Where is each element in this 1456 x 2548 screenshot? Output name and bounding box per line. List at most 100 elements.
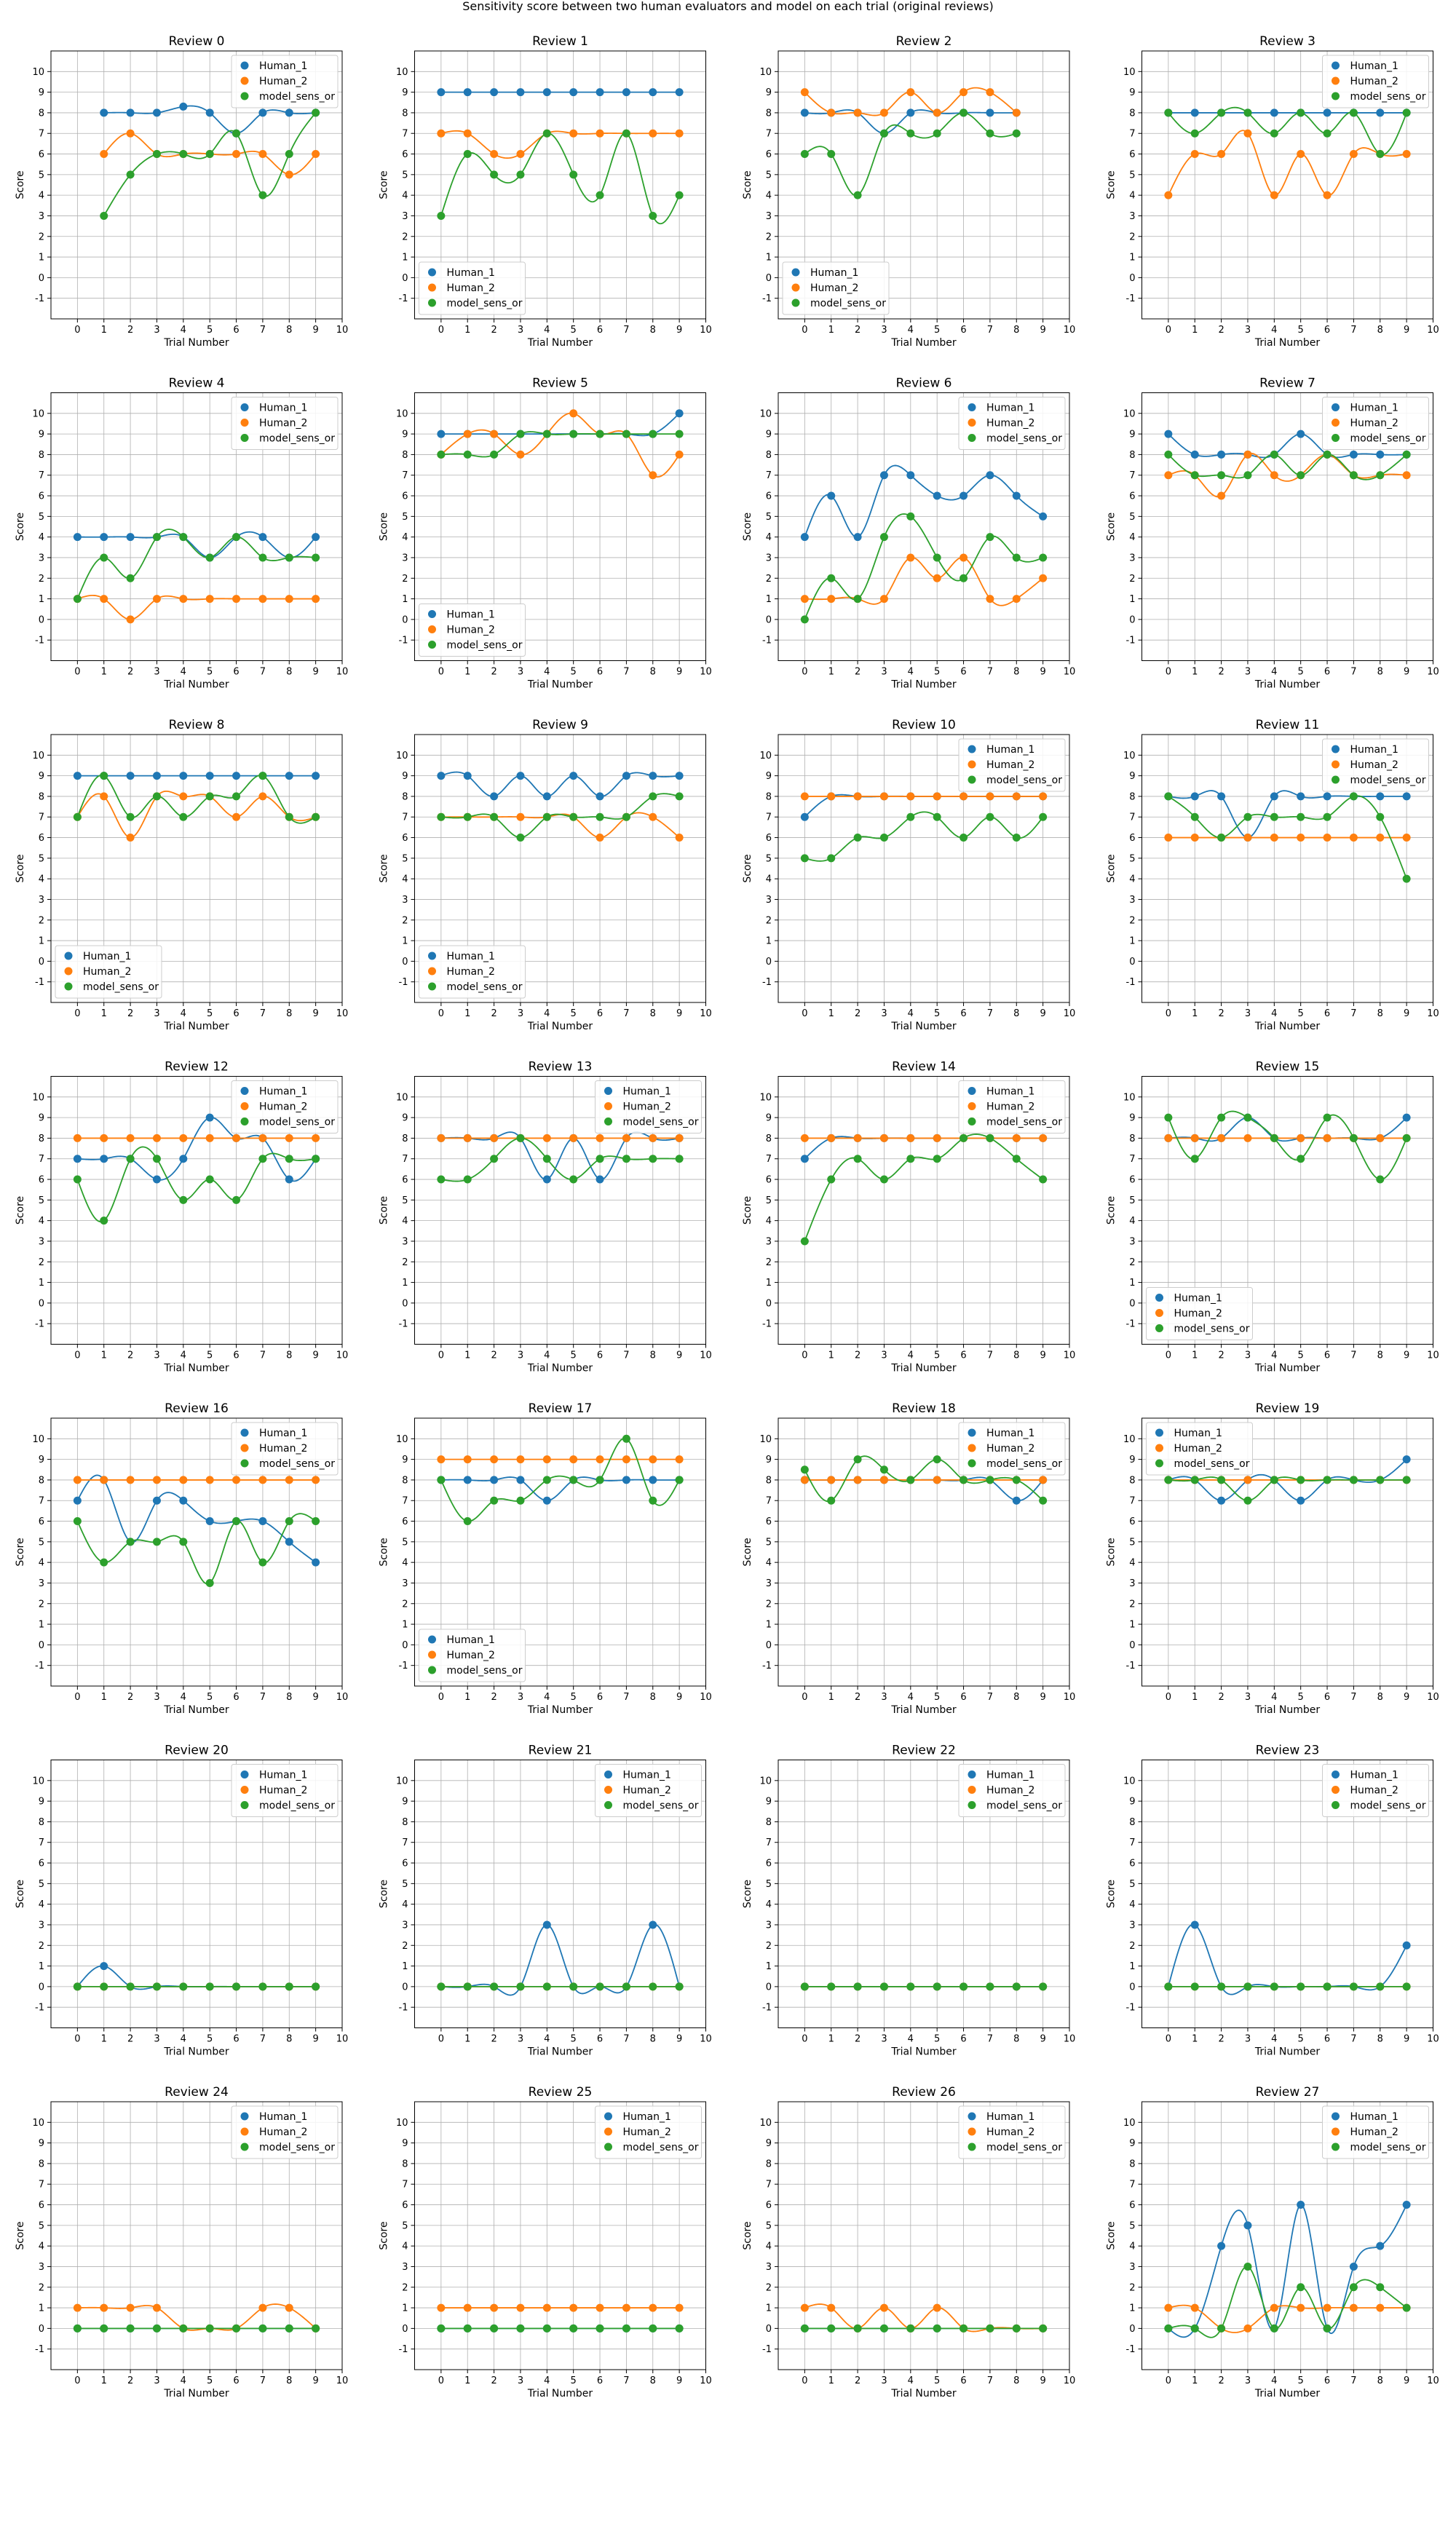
data-point-Human_2 xyxy=(569,1455,578,1464)
legend-marker-model_sens_or xyxy=(1155,1459,1163,1468)
data-point-Human_2 xyxy=(490,2303,499,2312)
x-tick-label: 6 xyxy=(960,2375,966,2386)
x-tick-label: 9 xyxy=(676,2375,682,2386)
x-tick-label: 2 xyxy=(1218,2034,1224,2045)
subplot-title: Review 15 xyxy=(1256,1060,1320,1075)
series-line-Human_2 xyxy=(804,556,1044,606)
data-point-model_sens_or xyxy=(569,2324,578,2333)
series-line-Human_1 xyxy=(77,1116,317,1182)
data-point-model_sens_or xyxy=(827,2324,836,2333)
data-point-model_sens_or xyxy=(463,812,472,821)
legend-marker-model_sens_or xyxy=(240,434,249,442)
data-point-model_sens_or xyxy=(285,150,293,159)
subplot-title: Review 3 xyxy=(1259,34,1315,49)
data-point-Human_2 xyxy=(569,1133,578,1142)
x-tick-label: 9 xyxy=(312,2034,318,2045)
x-tick-label: 10 xyxy=(700,667,712,678)
data-point-model_sens_or xyxy=(1323,1113,1332,1122)
legend-label: Human_1 xyxy=(259,403,307,414)
data-point-model_sens_or xyxy=(827,574,836,582)
data-point-model_sens_or xyxy=(1376,1175,1385,1184)
x-tick-label: 9 xyxy=(1404,1692,1409,1703)
legend-marker-Human_1 xyxy=(240,403,249,411)
data-point-Human_2 xyxy=(1323,834,1332,842)
data-point-Human_2 xyxy=(1190,834,1199,842)
data-point-model_sens_or xyxy=(853,595,862,604)
axes-frame xyxy=(778,1076,1070,1345)
y-tick-label: 1 xyxy=(766,1620,772,1631)
data-point-Human_2 xyxy=(463,430,472,438)
x-tick-label: 4 xyxy=(1271,325,1277,336)
x-tick-label: 3 xyxy=(1245,2375,1251,2386)
data-point-model_sens_or xyxy=(1376,2283,1385,2292)
y-tick-label: 3 xyxy=(766,1920,772,1931)
data-point-model_sens_or xyxy=(1217,471,1226,480)
y-tick-label: 1 xyxy=(1129,2303,1135,2314)
legend-marker-Human_1 xyxy=(968,2112,976,2121)
data-point-model_sens_or xyxy=(879,1982,888,1991)
x-tick-label: 4 xyxy=(1271,1350,1277,1361)
data-point-Human_2 xyxy=(827,595,836,604)
data-point-Human_2 xyxy=(675,2303,684,2312)
data-point-model_sens_or xyxy=(1270,1133,1278,1142)
y-tick-label: 9 xyxy=(39,1797,44,1808)
y-tick-label: 2 xyxy=(39,1599,44,1610)
data-point-Human_2 xyxy=(1270,191,1278,199)
data-point-Human_2 xyxy=(1012,792,1021,801)
legend-label: model_sens_or xyxy=(259,433,335,445)
y-tick-label: 0 xyxy=(39,614,44,625)
x-tick-label: 6 xyxy=(1324,325,1330,336)
y-tick-label: 3 xyxy=(402,1236,408,1247)
data-point-model_sens_or xyxy=(1376,1476,1385,1484)
subplot-title: Review 17 xyxy=(529,1401,593,1416)
x-axis-label: Trial Number xyxy=(1254,337,1321,349)
y-tick-label: 0 xyxy=(766,1640,772,1651)
y-tick-label: 9 xyxy=(1129,430,1135,440)
data-point-model_sens_or xyxy=(960,1133,968,1142)
x-tick-label: 3 xyxy=(881,2375,887,2386)
y-tick-label: 3 xyxy=(402,1578,408,1589)
legend-label: Human_2 xyxy=(986,1443,1034,1455)
x-tick-label: 3 xyxy=(518,1692,523,1703)
y-tick-label: 1 xyxy=(402,936,408,947)
x-tick-label: 2 xyxy=(127,667,133,678)
legend-marker-Human_1 xyxy=(1332,403,1340,411)
y-tick-label: 7 xyxy=(402,2180,408,2191)
x-tick-label: 3 xyxy=(518,1008,523,1019)
y-tick-label: 8 xyxy=(402,108,408,119)
x-tick-label: 6 xyxy=(233,1008,239,1019)
data-point-model_sens_or xyxy=(596,191,604,199)
legend-label: Human_2 xyxy=(447,1650,495,1661)
x-tick-label: 7 xyxy=(260,2375,266,2386)
x-tick-label: 6 xyxy=(960,325,966,336)
x-tick-label: 9 xyxy=(312,667,318,678)
y-tick-label: 7 xyxy=(1129,812,1135,823)
y-tick-label: 7 xyxy=(402,1154,408,1165)
series-line-model_sens_or xyxy=(76,529,316,599)
data-point-model_sens_or xyxy=(1164,1982,1173,1991)
legend-box xyxy=(419,945,526,999)
y-tick-label: 7 xyxy=(39,470,44,481)
data-point-Human_1 xyxy=(649,1920,657,1929)
y-tick-label: 1 xyxy=(766,253,772,264)
x-tick-label: 7 xyxy=(623,1692,629,1703)
x-tick-label: 9 xyxy=(312,1692,318,1703)
x-tick-label: 1 xyxy=(101,1008,107,1019)
x-tick-label: 6 xyxy=(960,1350,966,1361)
data-point-model_sens_or xyxy=(906,1476,915,1484)
x-tick-label: 1 xyxy=(828,1692,834,1703)
y-tick-label: 5 xyxy=(402,512,408,523)
data-point-Human_2 xyxy=(1243,450,1252,459)
x-tick-label: 4 xyxy=(544,1008,550,1019)
legend-label: model_sens_or xyxy=(623,1117,699,1128)
y-axis-label: Score xyxy=(1106,170,1117,199)
y-tick-label: 2 xyxy=(1129,1941,1135,1952)
data-point-Human_2 xyxy=(1243,129,1252,138)
y-tick-label: 1 xyxy=(766,1278,772,1289)
data-point-model_sens_or xyxy=(827,1496,836,1505)
x-tick-label: 1 xyxy=(828,2034,834,2045)
axes-frame xyxy=(778,1760,1070,2028)
